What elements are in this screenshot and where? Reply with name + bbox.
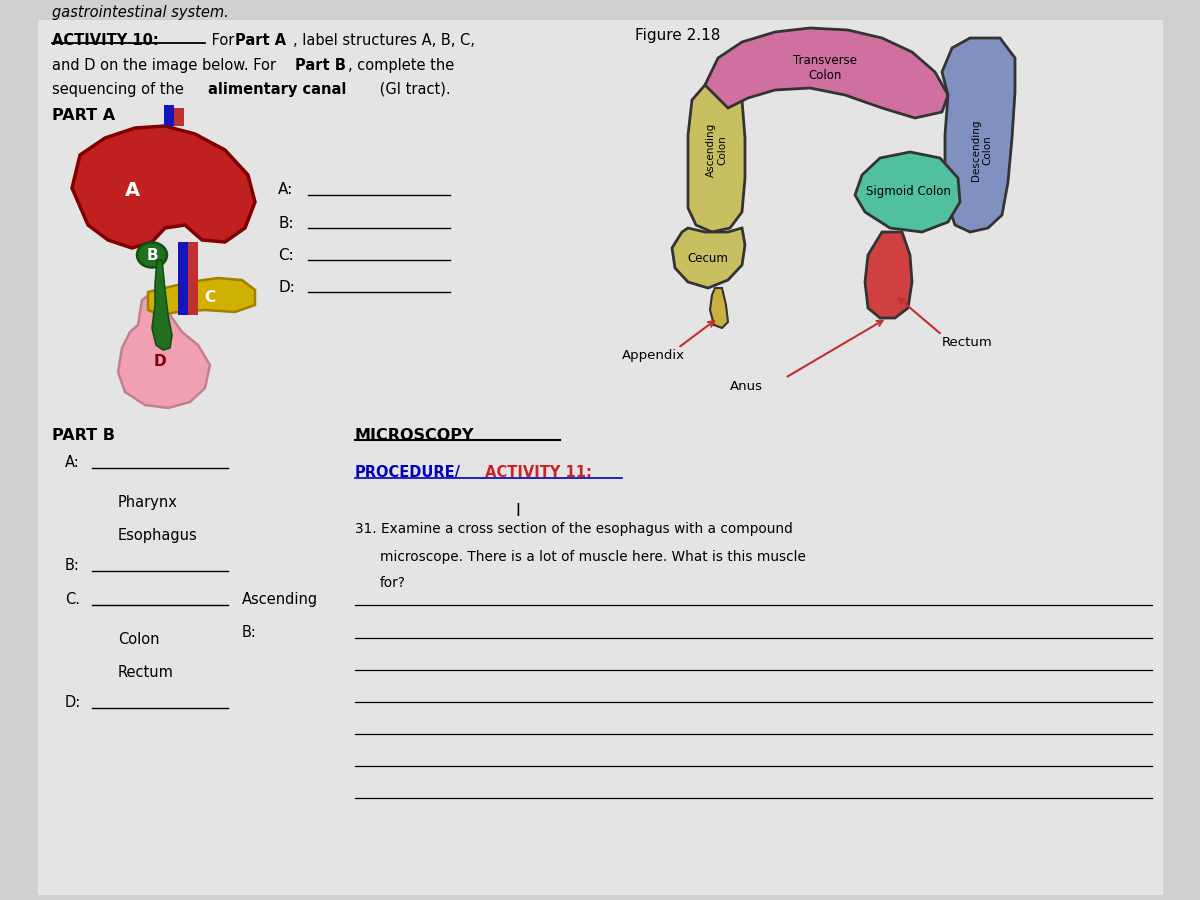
Text: PROCEDURE/: PROCEDURE/ — [355, 465, 461, 480]
Polygon shape — [174, 108, 184, 126]
Text: , complete the: , complete the — [348, 58, 455, 73]
Text: , label structures A, B, C,: , label structures A, B, C, — [293, 33, 475, 48]
Text: Ascending
Colon: Ascending Colon — [706, 123, 727, 177]
Text: PART A: PART A — [52, 108, 115, 123]
Polygon shape — [688, 68, 745, 232]
Polygon shape — [710, 288, 728, 328]
Polygon shape — [942, 38, 1015, 232]
Text: and D on the image below. For: and D on the image below. For — [52, 58, 281, 73]
Text: Descending
Colon: Descending Colon — [971, 119, 992, 181]
Text: Sigmoid Colon: Sigmoid Colon — [865, 185, 950, 199]
Text: Transverse
Colon: Transverse Colon — [793, 54, 857, 82]
Polygon shape — [178, 242, 188, 315]
Text: Part A: Part A — [235, 33, 286, 48]
Text: sequencing of the: sequencing of the — [52, 82, 188, 97]
Text: Appendix: Appendix — [622, 348, 685, 362]
Polygon shape — [164, 105, 174, 126]
Text: alimentary canal: alimentary canal — [208, 82, 347, 97]
Text: D: D — [154, 355, 167, 370]
Text: Cecum: Cecum — [688, 251, 728, 265]
Text: Colon: Colon — [118, 632, 160, 647]
Text: MICROSCOPY: MICROSCOPY — [355, 428, 474, 443]
Polygon shape — [672, 228, 745, 288]
Text: Esophagus: Esophagus — [118, 528, 198, 543]
FancyBboxPatch shape — [38, 20, 1163, 895]
Text: Ascending: Ascending — [242, 592, 318, 607]
Text: 31. Examine a cross section of the esophagus with a compound: 31. Examine a cross section of the esoph… — [355, 522, 793, 536]
Text: B: B — [146, 248, 158, 263]
Polygon shape — [148, 278, 254, 315]
Polygon shape — [72, 126, 254, 248]
Text: microscope. There is a lot of muscle here. What is this muscle: microscope. There is a lot of muscle her… — [380, 550, 806, 564]
Polygon shape — [865, 232, 912, 318]
Polygon shape — [706, 28, 948, 118]
Text: B:: B: — [278, 215, 294, 230]
Text: A:: A: — [65, 455, 79, 470]
Text: Figure 2.18: Figure 2.18 — [635, 28, 720, 43]
Text: A: A — [125, 181, 139, 200]
Text: Pharynx: Pharynx — [118, 495, 178, 510]
Text: D:: D: — [65, 695, 82, 710]
Text: (GI tract).: (GI tract). — [374, 82, 451, 97]
Text: I: I — [516, 502, 521, 520]
Polygon shape — [152, 260, 172, 350]
Text: Rectum: Rectum — [942, 336, 992, 348]
Text: For: For — [206, 33, 239, 48]
Text: C.: C. — [65, 592, 80, 607]
Polygon shape — [188, 242, 198, 315]
Ellipse shape — [137, 242, 167, 267]
Polygon shape — [118, 290, 210, 408]
Text: for?: for? — [380, 576, 406, 590]
Text: ACTIVITY 11:: ACTIVITY 11: — [480, 465, 592, 480]
Text: Part B: Part B — [295, 58, 346, 73]
Text: B:: B: — [242, 625, 257, 640]
Text: Rectum: Rectum — [118, 665, 174, 680]
Text: B:: B: — [65, 558, 80, 573]
Text: ACTIVITY 10:: ACTIVITY 10: — [52, 33, 158, 48]
Polygon shape — [856, 152, 960, 232]
Text: A:: A: — [278, 183, 293, 197]
Text: D:: D: — [278, 280, 295, 294]
Text: PART B: PART B — [52, 428, 115, 443]
Text: C: C — [204, 291, 216, 305]
Text: gastrointestinal system.: gastrointestinal system. — [52, 5, 229, 20]
Text: Anus: Anus — [730, 380, 763, 392]
Text: C:: C: — [278, 248, 294, 263]
